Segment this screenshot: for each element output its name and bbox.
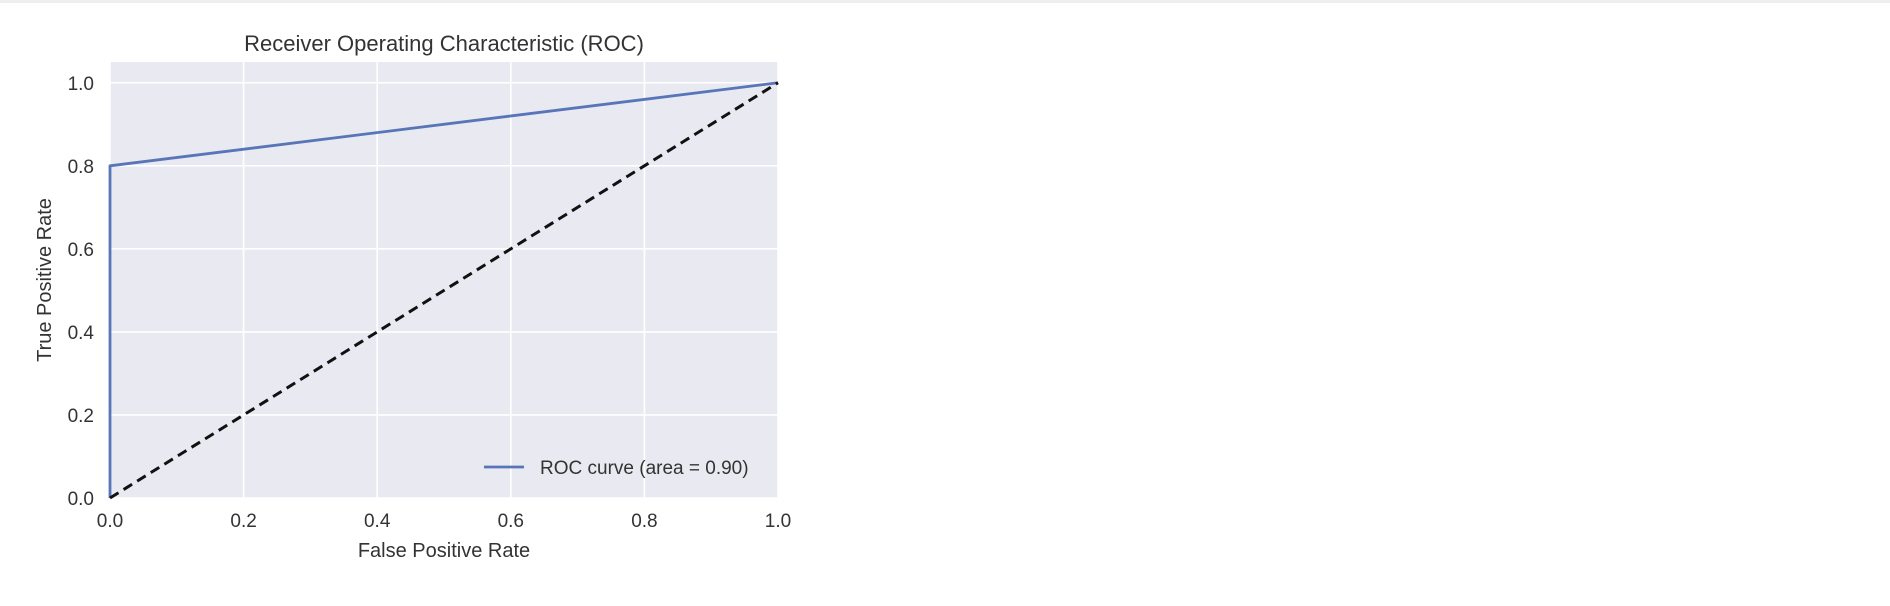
series-layer: [108, 81, 779, 500]
x-tick-label: 0.8: [631, 511, 657, 532]
x-tick-label: 0.0: [97, 511, 123, 532]
y-tick-label: 0.4: [68, 323, 95, 344]
y-tick-label: 1.0: [68, 74, 94, 95]
roc-curve-line: [108, 81, 779, 498]
y-axis-label: True Positive Rate: [34, 198, 56, 362]
x-tick-label: 1.0: [765, 511, 791, 532]
y-axis-ticks: 0.0 0.2 0.4 0.6 0.8 1.0: [68, 74, 95, 510]
plot-background: [110, 62, 778, 498]
legend-label: ROC curve (area = 0.90): [540, 458, 749, 479]
y-tick-label: 0.8: [68, 157, 94, 178]
x-axis-label: False Positive Rate: [358, 540, 530, 562]
x-axis-ticks: 0.0 0.2 0.4 0.6 0.8 1.0: [97, 511, 791, 532]
chance-diagonal-line: [109, 81, 779, 500]
top-divider: [0, 0, 1890, 3]
chart-title: Receiver Operating Characteristic (ROC): [244, 31, 644, 56]
x-tick-label: 0.6: [498, 511, 524, 532]
y-tick-label: 0.2: [68, 406, 94, 427]
x-tick-label: 0.4: [364, 511, 391, 532]
x-tick-label: 0.2: [230, 511, 256, 532]
legend: ROC curve (area = 0.90): [484, 458, 749, 479]
y-tick-label: 0.6: [68, 240, 94, 261]
y-tick-label: 0.0: [68, 489, 94, 510]
